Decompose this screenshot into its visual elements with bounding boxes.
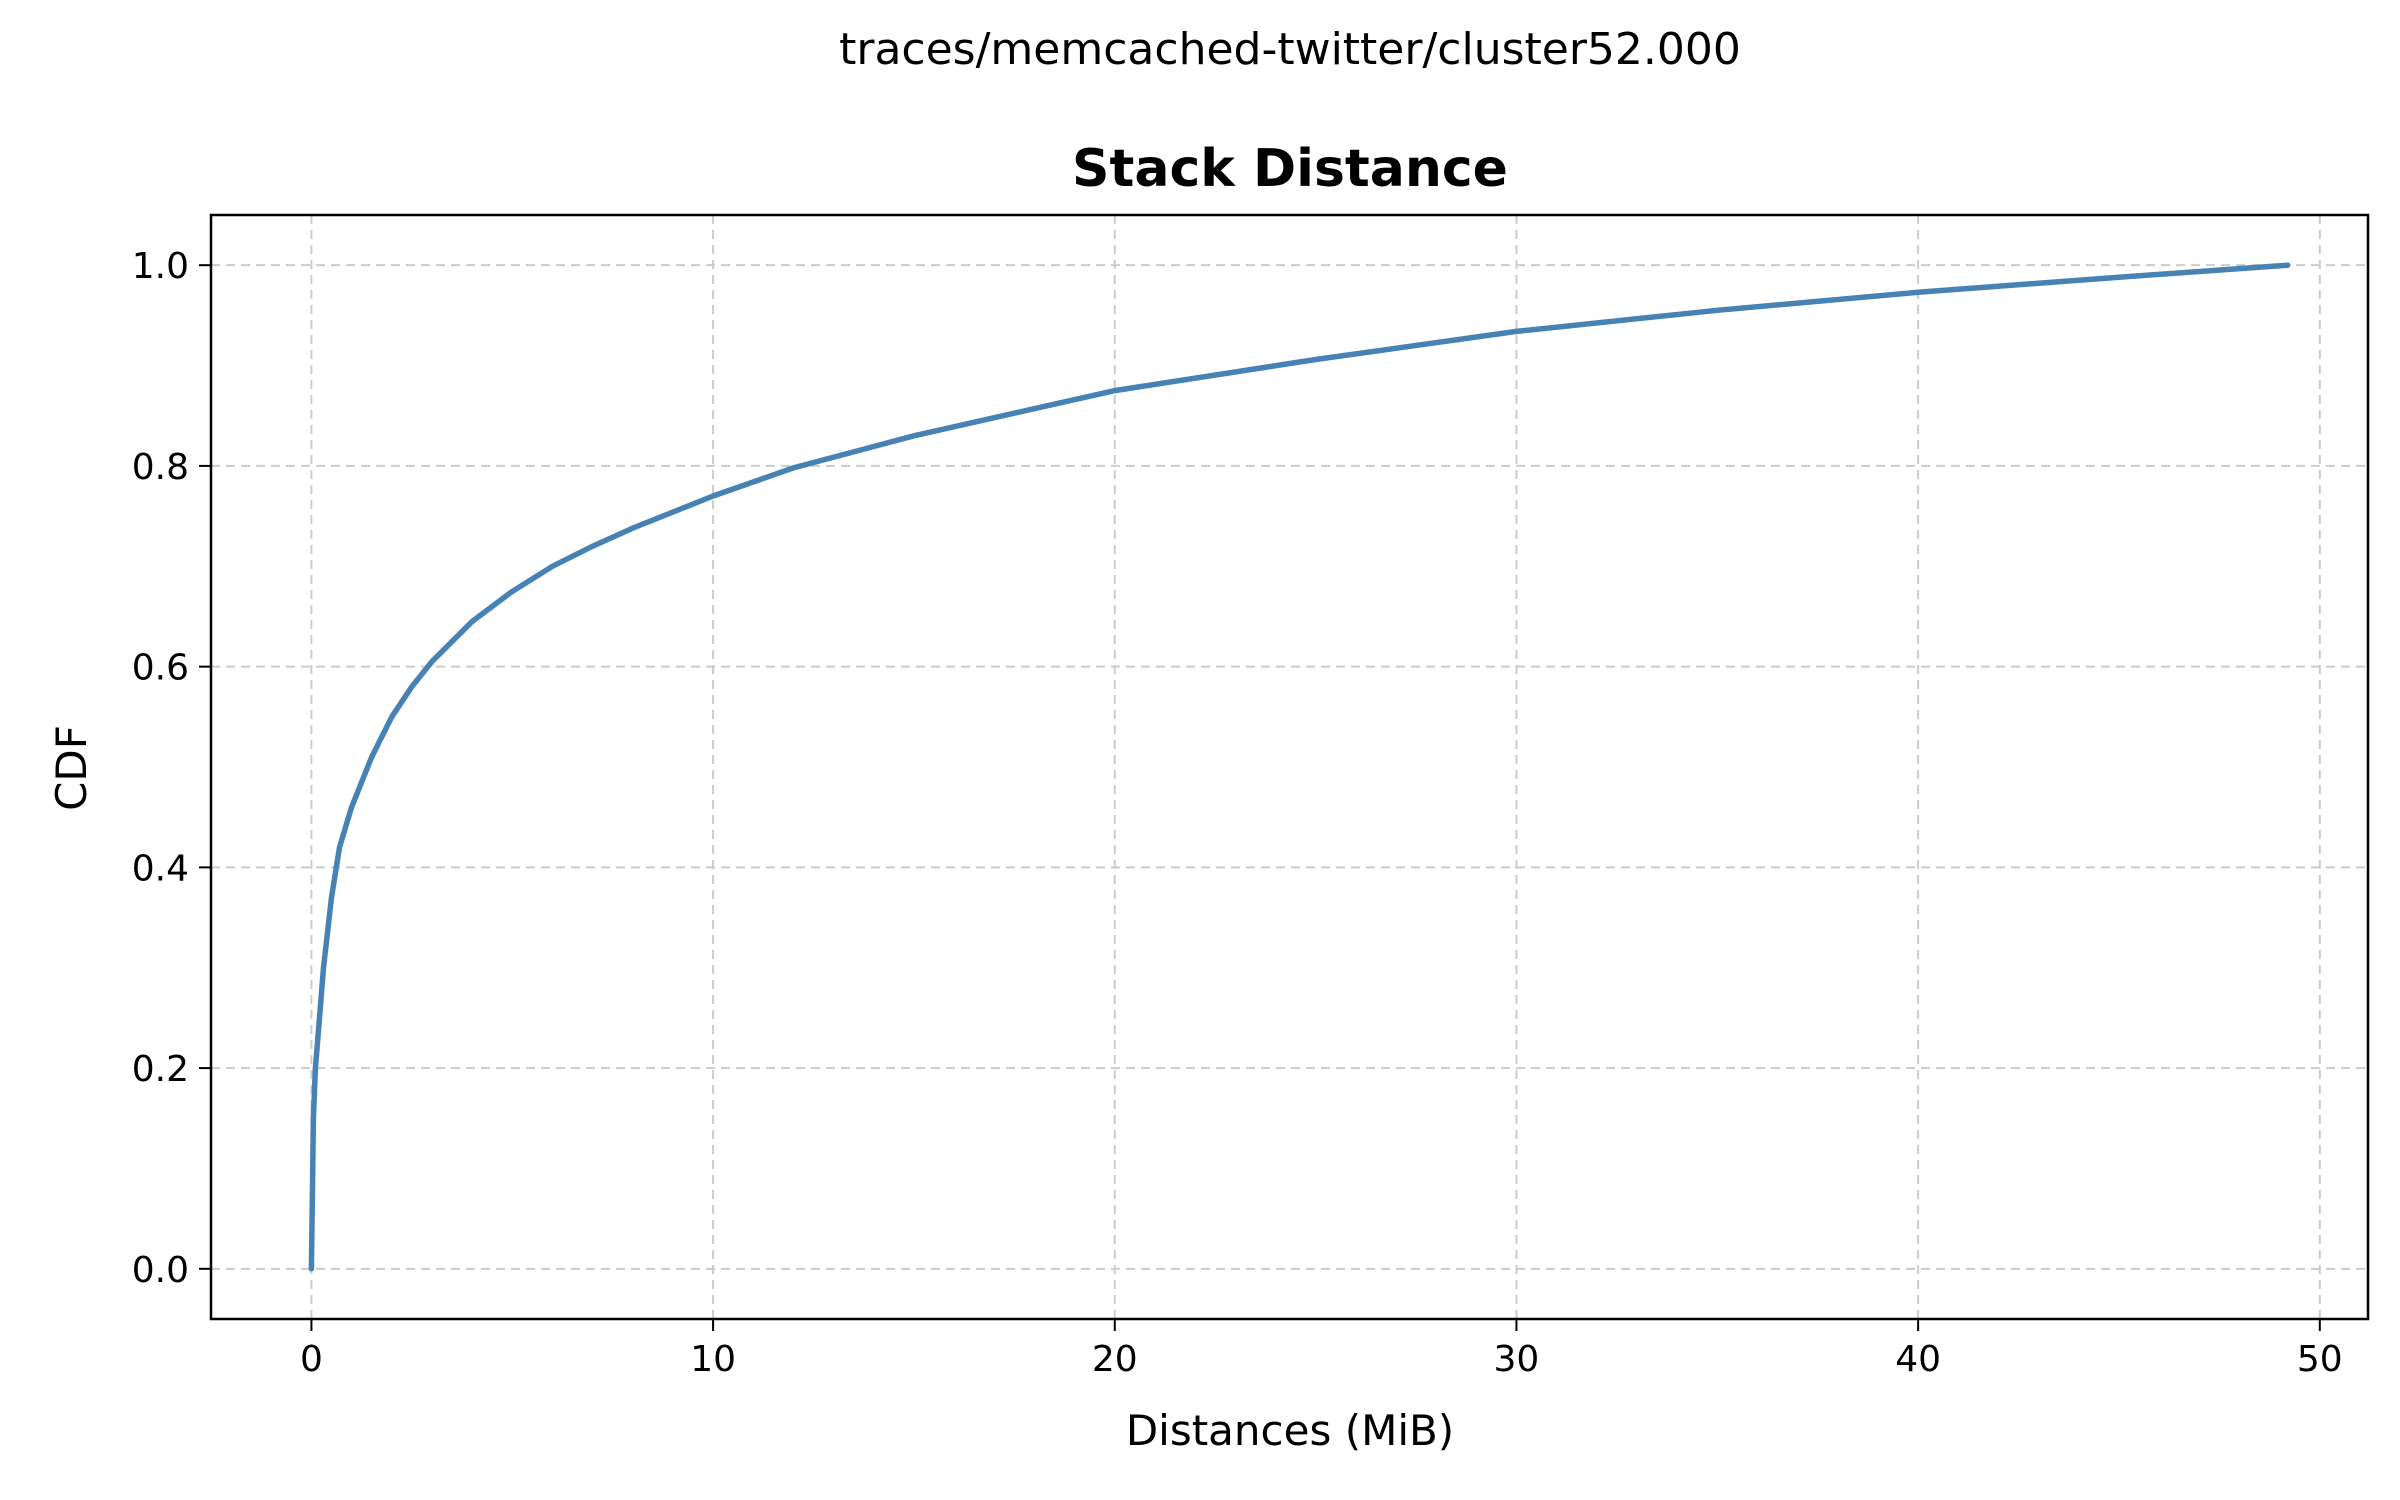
y-axis-label: CDF — [47, 725, 96, 811]
x-axis-label: Distances (MiB) — [1126, 1406, 1454, 1455]
cdf-series-line — [308, 262, 2291, 1272]
chart-title: Stack Distance — [1072, 139, 1508, 199]
x-tick-label: 20 — [1092, 1339, 1138, 1380]
y-tick-label: 1.0 — [132, 246, 189, 287]
x-tick-label: 10 — [690, 1339, 736, 1380]
y-tick-label: 0.0 — [132, 1250, 189, 1291]
x-tick-label: 50 — [2297, 1339, 2343, 1380]
x-tick-label: 30 — [1494, 1339, 1540, 1380]
y-tick-label: 0.8 — [132, 447, 189, 488]
x-tick-label: 40 — [1895, 1339, 1941, 1380]
y-tick-label: 0.2 — [132, 1049, 189, 1090]
figure-suptitle: traces/memcached-twitter/cluster52.000 — [839, 24, 1741, 75]
axis-ticks: 0 10 20 30 40 50 0.0 0.2 0.4 0.6 0.8 1.0 — [132, 246, 2343, 1380]
plot-frame — [209, 213, 2370, 1321]
plot-area — [308, 262, 2291, 1272]
y-tick-label: 0.4 — [132, 848, 189, 889]
x-tick-label: 0 — [300, 1339, 323, 1380]
y-tick-label: 0.6 — [132, 648, 189, 689]
